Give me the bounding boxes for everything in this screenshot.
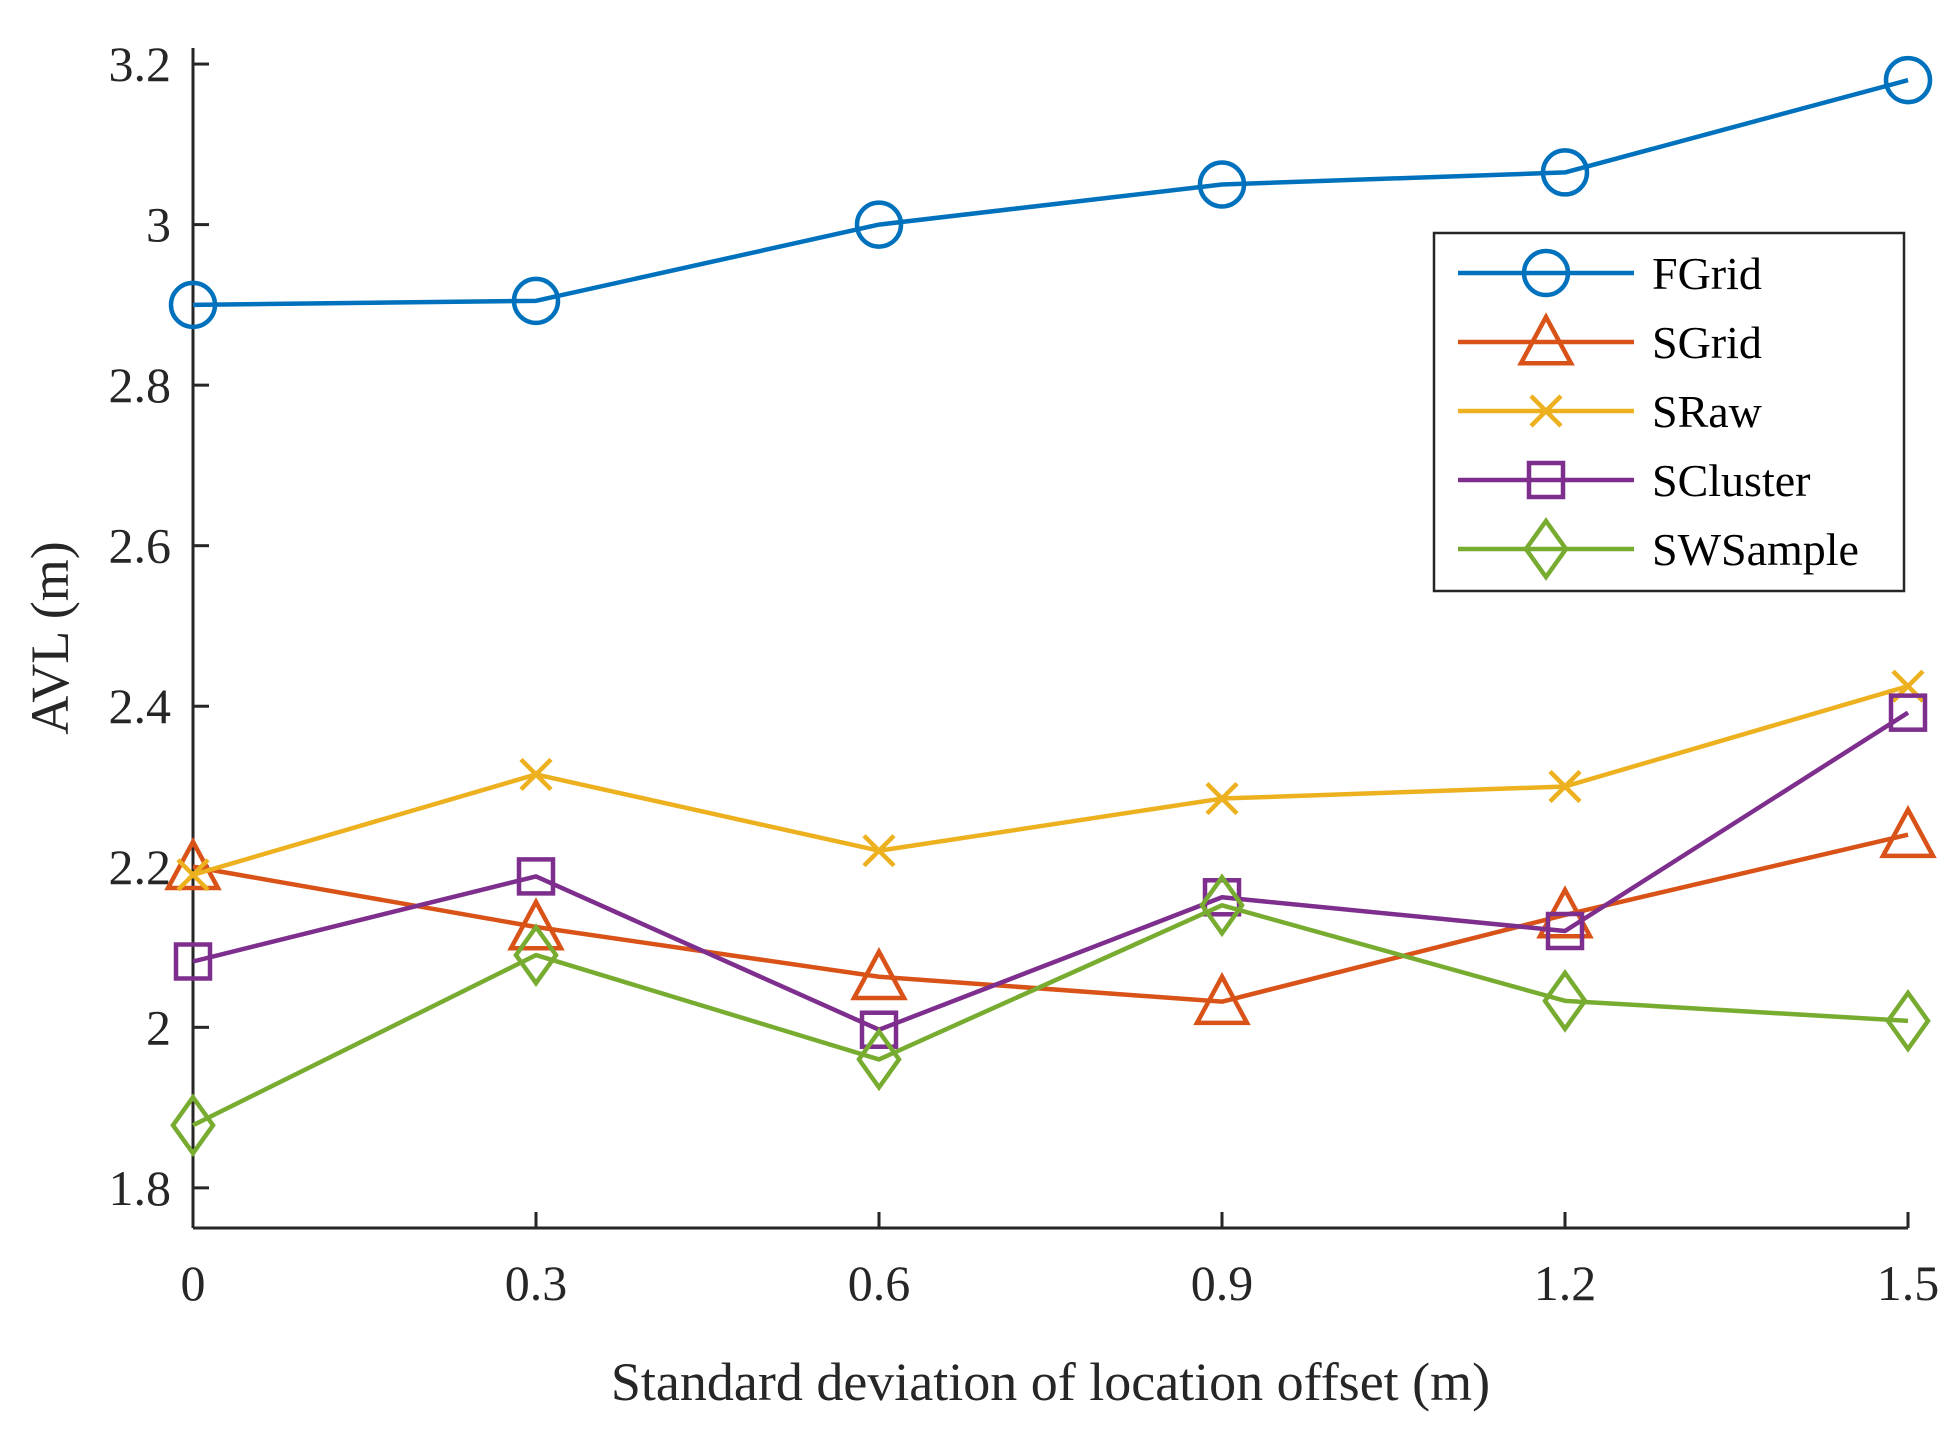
series-line <box>192 710 1910 1032</box>
data-point-triangle <box>507 897 565 951</box>
y-tick-label: 2.8 <box>109 357 172 413</box>
data-point-diamond <box>1885 989 1931 1053</box>
legend-item: FGrid <box>1458 248 1762 299</box>
data-point-square <box>1526 460 1566 500</box>
data-point-x <box>1548 769 1582 804</box>
y-tick-label: 1.8 <box>109 1160 172 1216</box>
legend-item: SRaw <box>1458 386 1763 437</box>
legend-label: SCluster <box>1652 455 1810 506</box>
legend: FGrid SGrid SRaw SCluster SWSample <box>1432 231 1906 593</box>
legend-item: SCluster <box>1458 455 1810 506</box>
data-point-x <box>176 858 210 892</box>
data-point-circle <box>1197 160 1247 209</box>
x-tick-label: 1.5 <box>1877 1255 1940 1311</box>
data-point-diamond <box>513 923 559 987</box>
data-point-x <box>519 757 553 792</box>
y-tick-label: 3 <box>146 197 171 253</box>
y-tick-label: 2.4 <box>109 678 172 734</box>
data-point-x <box>1529 394 1563 428</box>
series-fgrid <box>168 55 1933 330</box>
series-swsample <box>170 873 1931 1158</box>
data-point-diamond <box>856 1027 902 1092</box>
legend-label: SGrid <box>1652 317 1762 368</box>
x-axis-label: Standard deviation of location offset (m… <box>611 1352 1490 1412</box>
legend-label: SWSample <box>1652 524 1859 575</box>
data-point-triangle <box>1879 804 1937 859</box>
x-tick-label: 0.6 <box>848 1255 911 1311</box>
data-point-diamond <box>1523 517 1569 581</box>
data-point-circle <box>1883 55 1933 105</box>
data-point-diamond <box>1199 873 1245 938</box>
data-point-triangle <box>1193 971 1251 1026</box>
legend-label: FGrid <box>1652 248 1762 299</box>
data-point-triangle <box>1517 312 1575 366</box>
data-point-square <box>516 857 556 896</box>
x-tick-label: 0.9 <box>1191 1255 1254 1311</box>
series-layer <box>164 55 1937 1158</box>
data-point-x <box>862 834 896 868</box>
y-tick-label: 2 <box>146 999 171 1055</box>
y-tick-label: 2.2 <box>109 839 172 895</box>
data-point-square <box>1888 693 1928 732</box>
data-point-square <box>173 942 213 981</box>
y-axis-label: AVL (m) <box>20 541 80 734</box>
axes: 0 0.3 0.6 0.9 1.2 1.5 1.8 2 2.2 2.4 2.6 2.8 3 3.2 <box>109 36 1940 1311</box>
data-point-circle <box>168 280 218 330</box>
data-point-circle <box>511 276 561 326</box>
y-tick-label: 2.6 <box>109 518 172 574</box>
data-point-circle <box>1540 148 1590 197</box>
x-tick-label: 0.3 <box>505 1255 568 1311</box>
legend-item: SWSample <box>1458 517 1859 581</box>
y-tick-label: 3.2 <box>109 36 172 92</box>
x-tick-label: 1.2 <box>1534 1255 1597 1311</box>
legend-label: SRaw <box>1652 386 1763 437</box>
data-point-diamond <box>1542 968 1588 1033</box>
series-line <box>191 903 1909 1128</box>
data-point-square <box>1545 911 1585 951</box>
data-point-circle <box>1521 248 1571 298</box>
data-point-x <box>1205 781 1239 816</box>
series-sraw <box>176 669 1925 892</box>
series-line <box>192 832 1909 1004</box>
series-line <box>192 684 1909 877</box>
data-point-diamond <box>170 1093 216 1158</box>
series-line <box>192 77 1909 308</box>
data-point-circle <box>854 200 904 249</box>
data-point-square <box>859 1010 899 1049</box>
series-sgrid <box>164 804 1937 1026</box>
data-point-triangle <box>850 947 908 1001</box>
legend-item: SGrid <box>1458 312 1762 368</box>
x-tick-label: 0 <box>181 1255 206 1311</box>
series-scluster <box>173 693 1928 1049</box>
